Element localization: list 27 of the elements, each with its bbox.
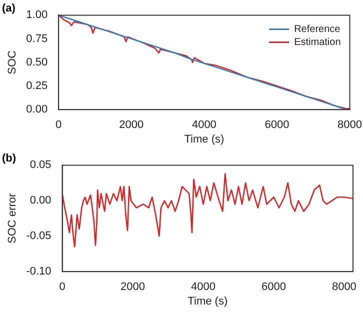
y-tick-label: 1.00 bbox=[26, 9, 48, 22]
x-tick-label: 6000 bbox=[264, 119, 290, 132]
legend-label: Reference bbox=[294, 24, 341, 35]
y-tick-label: -0.05 bbox=[26, 230, 52, 242]
y-axis-title: SOC bbox=[6, 50, 19, 74]
x-tick-label: 8000 bbox=[338, 119, 362, 132]
x-axis-title: Time (s) bbox=[188, 295, 228, 308]
x-tick-label: 4000 bbox=[190, 281, 216, 294]
y-axis-title: SOC error bbox=[6, 193, 19, 244]
x-axis-title: Time (s) bbox=[184, 133, 224, 146]
x-tick-label: 8000 bbox=[332, 281, 356, 294]
x-tick-label: 2000 bbox=[119, 119, 144, 132]
y-tick-label: 0.05 bbox=[30, 159, 52, 172]
y-tick-label: 0.50 bbox=[26, 56, 48, 68]
y-tick-label: 0.75 bbox=[26, 32, 48, 45]
y-tick-label: 0.00 bbox=[26, 104, 48, 116]
x-tick-label: 6000 bbox=[261, 281, 286, 294]
chart-title: (a) bbox=[2, 2, 16, 15]
y-tick-label: 0.25 bbox=[26, 80, 48, 92]
x-tick-label: 0 bbox=[59, 281, 66, 294]
legend-label: Estimation bbox=[294, 36, 341, 48]
x-tick-label: 0 bbox=[56, 119, 62, 132]
x-tick-label: 4000 bbox=[192, 119, 216, 132]
x-tick-label: 2000 bbox=[120, 281, 145, 294]
y-tick-label: -0.10 bbox=[26, 266, 52, 278]
y-tick-label: 0.00 bbox=[30, 194, 52, 207]
chart-title: (b) bbox=[2, 152, 16, 165]
